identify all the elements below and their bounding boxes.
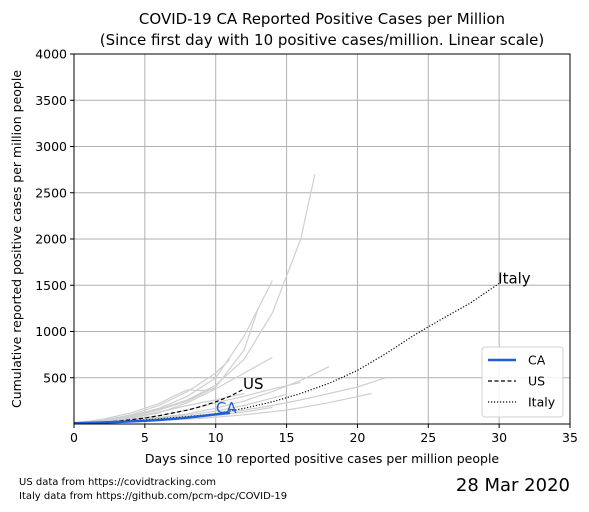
report-date: 28 Mar 2020 xyxy=(455,475,570,496)
background-series-line xyxy=(73,358,231,424)
x-tick-label: 0 xyxy=(70,430,78,445)
y-tick-label: 4000 xyxy=(35,47,67,62)
legend: CA US Italy xyxy=(481,346,564,418)
legend-label-italy: Italy xyxy=(528,395,556,410)
series-end-labels: Italy US CA xyxy=(216,269,531,417)
x-tick-label: 20 xyxy=(349,430,365,445)
y-tick-label: 2500 xyxy=(35,185,67,200)
main-lines xyxy=(73,282,500,425)
background-series-line xyxy=(73,388,216,424)
x-tick-label: 5 xyxy=(141,430,149,445)
chart-subtitle: (Since first day with 10 positive cases/… xyxy=(100,31,545,49)
y-tick-label: 3000 xyxy=(35,139,67,154)
end-label-ca: CA xyxy=(216,399,237,417)
background-series-line xyxy=(73,174,316,424)
grid xyxy=(74,54,570,424)
source-us: US data from https://covidtracking.com xyxy=(19,477,216,488)
y-tick-label: 500 xyxy=(43,370,67,385)
y-tick-label: 1000 xyxy=(35,324,67,339)
y-axis-label: Cumulative reported positive cases per m… xyxy=(9,70,24,408)
y-tick-label: 3500 xyxy=(35,93,67,108)
legend-label-ca: CA xyxy=(528,353,546,368)
y-tick-label: 1500 xyxy=(35,278,67,293)
x-axis-label: Days since 10 reported positive cases pe… xyxy=(145,451,500,466)
legend-label-us: US xyxy=(528,374,545,389)
x-tick-label: 25 xyxy=(420,430,436,445)
end-label-us: US xyxy=(243,375,264,393)
legend-box xyxy=(481,346,564,418)
x-tick-label: 35 xyxy=(562,430,578,445)
x-tick-label: 10 xyxy=(208,430,224,445)
source-italy: Italy data from https://github.com/pcm-d… xyxy=(19,491,288,502)
x-tick-label: 15 xyxy=(279,430,295,445)
y-tick-label: 2000 xyxy=(35,232,67,247)
end-label-italy: Italy xyxy=(498,269,531,287)
series-line-ca xyxy=(73,411,231,425)
background-lines xyxy=(73,174,386,424)
axis-ticks: 0 5 10 15 20 25 30 35 500 1000 1500 2000 2500 3000 350… xyxy=(35,47,578,446)
chart-title: COVID-19 CA Reported Positive Cases per … xyxy=(139,10,505,28)
x-tick-label: 30 xyxy=(491,430,507,445)
